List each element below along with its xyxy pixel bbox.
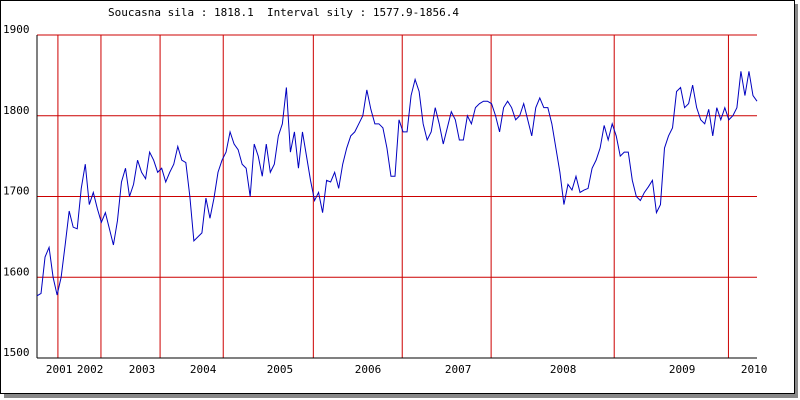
y-tick-label: 1700 [3,185,30,198]
x-tick-label: 2002 [77,363,104,376]
x-tick-label: 2007 [445,363,472,376]
x-tick-label: 2003 [129,363,156,376]
x-tick-label: 2001 [46,363,73,376]
x-tick-label: 2010 [741,363,768,376]
x-tick-label: 2009 [669,363,696,376]
x-tick-label: 2004 [190,363,217,376]
y-tick-label: 1600 [3,265,30,278]
x-tick-label: 2005 [267,363,294,376]
y-tick-label: 1800 [3,104,30,117]
x-tick-label: 2008 [550,363,577,376]
series-line [36,71,758,297]
x-tick-label: 2006 [355,363,382,376]
y-tick-label: 1900 [3,23,30,36]
y-tick-label: 1500 [3,346,30,359]
chart-title: Soucasna sila : 1818.1 Interval sily : 1… [108,6,459,19]
